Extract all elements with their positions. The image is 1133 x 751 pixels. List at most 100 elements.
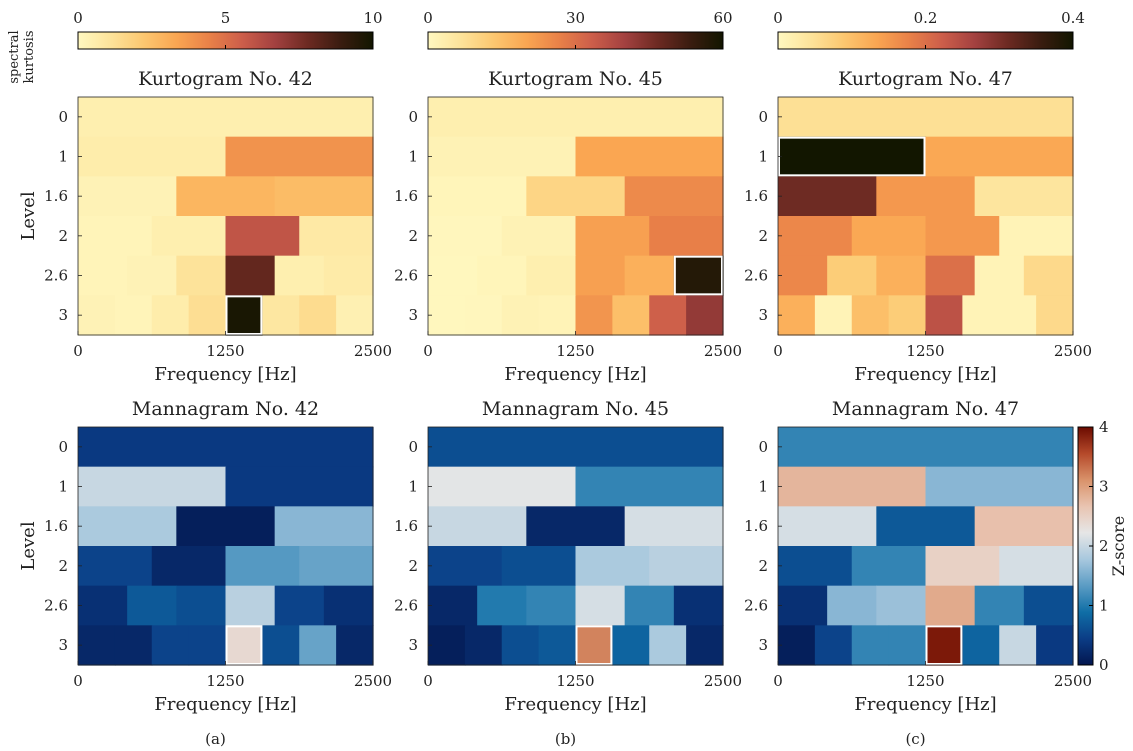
heatmap-cell: [188, 295, 227, 336]
level-tick-label: 3: [58, 636, 68, 654]
heatmap-cell: [575, 216, 650, 257]
heatmap-cell: [151, 216, 227, 257]
heatmap-cell: [262, 625, 300, 666]
heatmap-cell: [477, 585, 527, 626]
heatmap-cell: [962, 295, 1000, 336]
x-tick-label: 0: [423, 342, 433, 360]
colorbar-tick-label: 0: [773, 9, 783, 27]
x-tick-label: 1250: [906, 672, 944, 690]
colorbar-tick-label: 30: [566, 9, 585, 27]
level-tick-label: 2: [408, 227, 418, 245]
heatmap-cell: [851, 295, 890, 336]
heatmap-cell: [336, 625, 374, 666]
heatmap-cell: [673, 255, 724, 296]
heatmap-cell: [225, 255, 276, 296]
heatmap-cell: [225, 136, 374, 177]
level-tick-label: 1: [758, 478, 768, 496]
heatmap-cell: [575, 585, 626, 626]
highlight-box: [225, 295, 263, 336]
colorbar-tick-label: 0.4: [1061, 9, 1085, 27]
heatmap-cell: [464, 625, 503, 666]
x-axis-label: Frequency [Hz]: [854, 694, 996, 715]
level-tick-label: 1.6: [394, 517, 418, 535]
level-tick-label: 2.6: [394, 267, 418, 285]
heatmap-cell: [78, 427, 374, 468]
level-tick-label: 1: [408, 478, 418, 496]
heatmap-cell: [225, 546, 300, 587]
heatmap-cell: [127, 585, 177, 626]
heatmap-cell: [336, 295, 374, 336]
heatmap-cell: [151, 625, 190, 666]
heatmap-cell: [299, 625, 337, 666]
level-tick-label: 2: [408, 557, 418, 575]
heatmap-cell: [925, 546, 1000, 587]
heatmap-cell: [78, 585, 128, 626]
level-tick-label: 1: [758, 148, 768, 166]
level-tick-label: 1.6: [394, 187, 418, 205]
x-tick-label: 2500: [354, 672, 392, 690]
chart-title: Kurtogram No. 47: [838, 68, 1013, 90]
heatmap-cell: [778, 255, 828, 296]
heatmap-cell: [262, 295, 300, 336]
heatmap-cell: [974, 506, 1074, 547]
heatmap-cell: [876, 176, 976, 217]
chart-title: Mannagram No. 45: [482, 398, 669, 420]
zscore-tick-label: 2: [1099, 537, 1109, 555]
level-tick-label: 1.6: [44, 187, 68, 205]
y-axis-label: Level: [18, 521, 39, 570]
heatmap-cell: [962, 625, 1000, 666]
zscore-tick-label: 3: [1099, 478, 1109, 496]
x-axis-label: Frequency [Hz]: [504, 694, 646, 715]
heatmap-cell: [575, 295, 613, 336]
heatmap-cell: [814, 625, 853, 666]
heatmap-cell: [999, 625, 1037, 666]
colorbar-tick-label: 5: [221, 9, 231, 27]
heatmap-cell: [925, 136, 1074, 177]
heatmap-cell: [477, 255, 527, 296]
heatmap-cell: [999, 295, 1037, 336]
heatmap-cell: [274, 255, 325, 296]
heatmap-cell: [428, 97, 724, 138]
heatmap-cell: [888, 625, 927, 666]
level-tick-label: 1: [58, 478, 68, 496]
colorbar-tick-label: 10: [363, 9, 382, 27]
heatmap-cell: [778, 625, 816, 666]
x-tick-label: 0: [73, 342, 83, 360]
heatmap-cell: [686, 295, 724, 336]
chart-title: Mannagram No. 47: [832, 398, 1019, 420]
chart-title: Kurtogram No. 42: [138, 68, 313, 90]
heatmap-cell: [851, 625, 890, 666]
level-tick-label: 1: [408, 148, 418, 166]
heatmap-cell: [274, 585, 325, 626]
x-tick-label: 1250: [906, 342, 944, 360]
heatmap-cell: [778, 546, 853, 587]
heatmap-cell: [814, 295, 853, 336]
heatmap-cell: [501, 625, 540, 666]
heatmap-cell: [78, 546, 153, 587]
heatmap-cell: [428, 546, 503, 587]
x-tick-label: 1250: [556, 342, 594, 360]
heatmap-cell: [974, 176, 1074, 217]
heatmap-cell: [778, 176, 877, 217]
heatmap-cell: [78, 466, 227, 507]
heatmap-cell: [649, 625, 687, 666]
x-axis-label: Frequency [Hz]: [504, 364, 646, 385]
heatmap-cell: [428, 625, 466, 666]
level-tick-label: 1: [58, 148, 68, 166]
heatmap-cell: [176, 585, 227, 626]
highlight-box: [225, 625, 263, 665]
x-tick-label: 2500: [1054, 672, 1092, 690]
heatmap-cell: [78, 625, 116, 666]
x-tick-label: 2500: [704, 672, 742, 690]
heatmap-cell: [526, 506, 626, 547]
heatmap-cell: [188, 625, 227, 666]
level-tick-label: 0: [58, 108, 68, 126]
heatmap-cell: [649, 546, 724, 587]
heatmap-cell: [624, 506, 724, 547]
heatmap-cell: [274, 176, 374, 217]
